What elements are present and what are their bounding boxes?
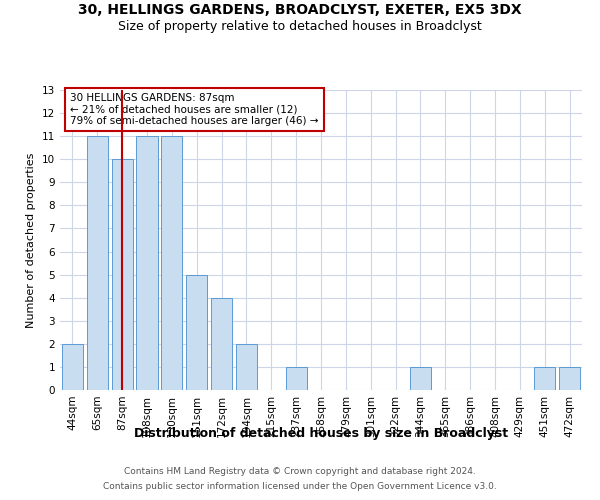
Bar	[559, 367, 580, 390]
Bar	[87, 136, 108, 390]
Bar	[136, 136, 158, 390]
Bar	[410, 367, 431, 390]
Text: 30, HELLINGS GARDENS, BROADCLYST, EXETER, EX5 3DX: 30, HELLINGS GARDENS, BROADCLYST, EXETER…	[78, 2, 522, 16]
Bar	[62, 344, 83, 390]
Bar	[211, 298, 232, 390]
Text: Size of property relative to detached houses in Broadclyst: Size of property relative to detached ho…	[118, 20, 482, 33]
Text: Contains HM Land Registry data © Crown copyright and database right 2024.: Contains HM Land Registry data © Crown c…	[124, 467, 476, 476]
Text: 30 HELLINGS GARDENS: 87sqm
← 21% of detached houses are smaller (12)
79% of semi: 30 HELLINGS GARDENS: 87sqm ← 21% of deta…	[70, 93, 319, 126]
Bar	[534, 367, 555, 390]
Bar	[186, 274, 207, 390]
Text: Distribution of detached houses by size in Broadclyst: Distribution of detached houses by size …	[134, 428, 508, 440]
Bar	[236, 344, 257, 390]
Bar	[286, 367, 307, 390]
Bar	[161, 136, 182, 390]
Bar	[112, 159, 133, 390]
Y-axis label: Number of detached properties: Number of detached properties	[26, 152, 37, 328]
Text: Contains public sector information licensed under the Open Government Licence v3: Contains public sector information licen…	[103, 482, 497, 491]
